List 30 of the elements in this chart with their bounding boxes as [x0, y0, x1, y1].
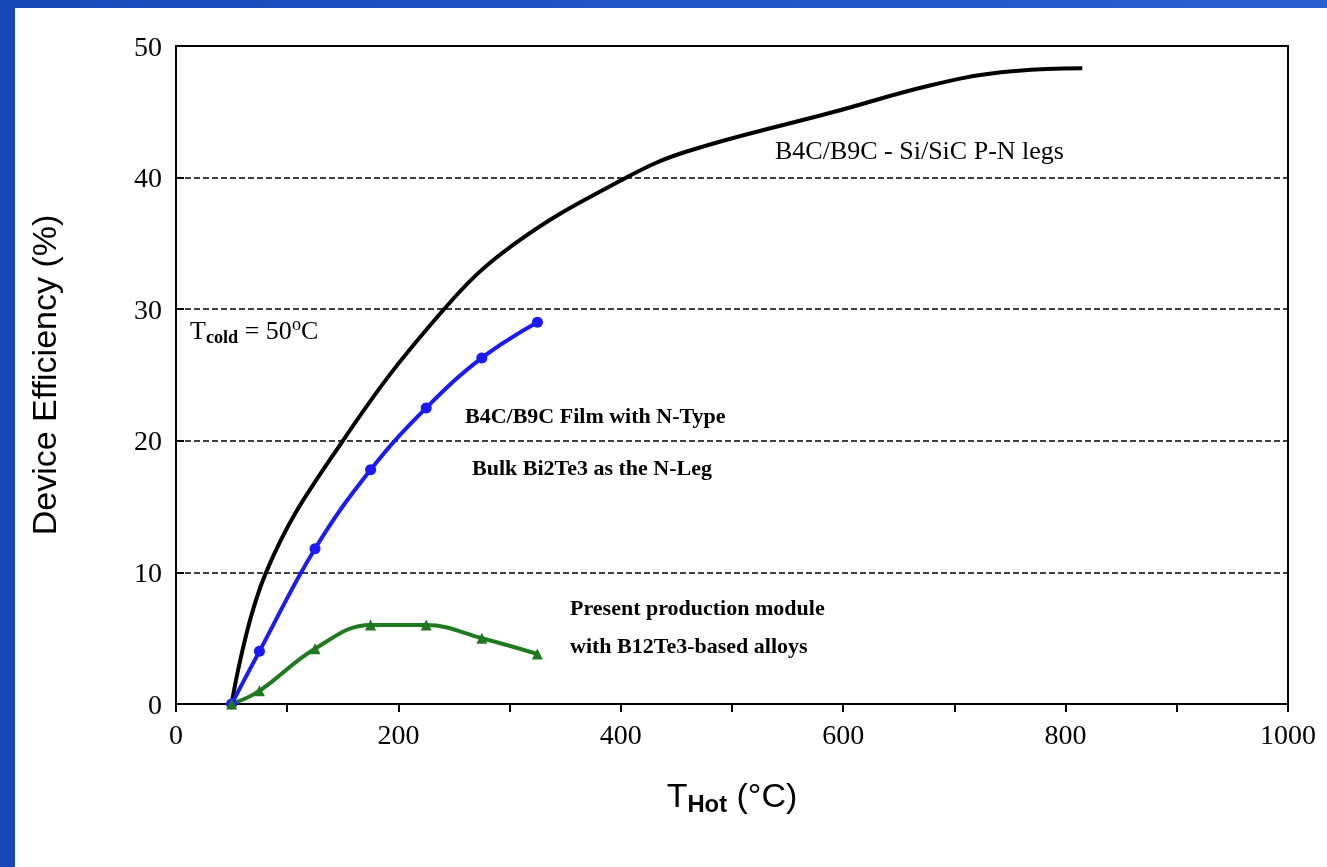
annotation: B4C/B9C - Si/SiC P-N legs: [775, 135, 1064, 165]
point: [476, 632, 488, 644]
y-tick-label: 40: [134, 162, 162, 194]
annotation: Bulk Bi2Te3 as the N-Leg: [472, 454, 713, 480]
point: [253, 685, 265, 697]
y-tick-label: 10: [134, 556, 162, 588]
point: [531, 648, 543, 660]
y-tick-label: 20: [134, 425, 162, 457]
point: [309, 643, 321, 655]
y-tick-label: 50: [134, 30, 162, 62]
point: [253, 645, 265, 657]
x-tick-label: 0: [169, 718, 183, 750]
y-axis-title: Device Efficiency (%): [25, 214, 63, 536]
x-tick-label: 200: [377, 718, 420, 750]
annotation: with B12Te3-based alloys: [570, 632, 808, 658]
y-tick-label: 0: [148, 688, 162, 720]
point: [365, 619, 377, 631]
point: [309, 543, 321, 555]
x-tick-label: 400: [599, 718, 642, 750]
point: [420, 402, 432, 414]
y-tick-label: 30: [134, 293, 162, 325]
x-tick-label: 1000: [1260, 718, 1316, 750]
point: [365, 464, 377, 476]
point: [420, 619, 432, 631]
annotation: Present production module: [570, 594, 825, 620]
x-tick-label: 600: [822, 718, 865, 750]
point: [531, 316, 543, 328]
x-tick-label: 800: [1044, 718, 1087, 750]
annotation: B4C/B9C Film with N-Type: [465, 402, 726, 428]
point: [476, 352, 488, 364]
